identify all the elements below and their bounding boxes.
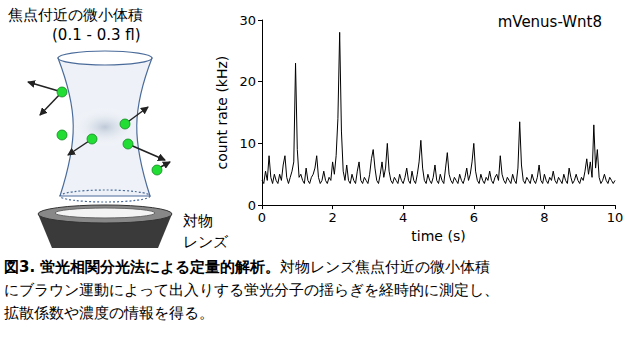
svg-text:10: 10 bbox=[239, 136, 256, 151]
svg-text:6: 6 bbox=[470, 210, 478, 225]
svg-text:焦点付近の微小体積: 焦点付近の微小体積 bbox=[8, 6, 143, 24]
svg-text:2: 2 bbox=[328, 210, 336, 225]
svg-text:time (s): time (s) bbox=[411, 228, 465, 244]
svg-text:レンズ: レンズ bbox=[183, 233, 229, 251]
svg-text:20: 20 bbox=[239, 74, 256, 89]
svg-text:8: 8 bbox=[540, 210, 548, 225]
svg-text:図3. 蛍光相関分光法による定量的解析。対物レンズ焦点付近の: 図3. 蛍光相関分光法による定量的解析。対物レンズ焦点付近の微小体積 bbox=[4, 258, 490, 276]
svg-text:4: 4 bbox=[399, 210, 407, 225]
svg-text:0: 0 bbox=[258, 210, 266, 225]
svg-text:対物: 対物 bbox=[183, 212, 213, 230]
svg-text:count rate (kHz): count rate (kHz) bbox=[214, 56, 230, 170]
svg-text:10: 10 bbox=[607, 210, 624, 225]
svg-text:30: 30 bbox=[239, 13, 256, 28]
svg-text:拡散係数や濃度の情報を得る。: 拡散係数や濃度の情報を得る。 bbox=[4, 304, 214, 322]
svg-text:(0.1 - 0.3 fl): (0.1 - 0.3 fl) bbox=[52, 26, 141, 44]
svg-text:0: 0 bbox=[248, 198, 256, 213]
svg-text:mVenus-Wnt8: mVenus-Wnt8 bbox=[498, 13, 602, 31]
svg-text:にブラウン運動によって出入りする蛍光分子の揺らぎを経時的に測: にブラウン運動によって出入りする蛍光分子の揺らぎを経時的に測定し、 bbox=[4, 281, 499, 299]
